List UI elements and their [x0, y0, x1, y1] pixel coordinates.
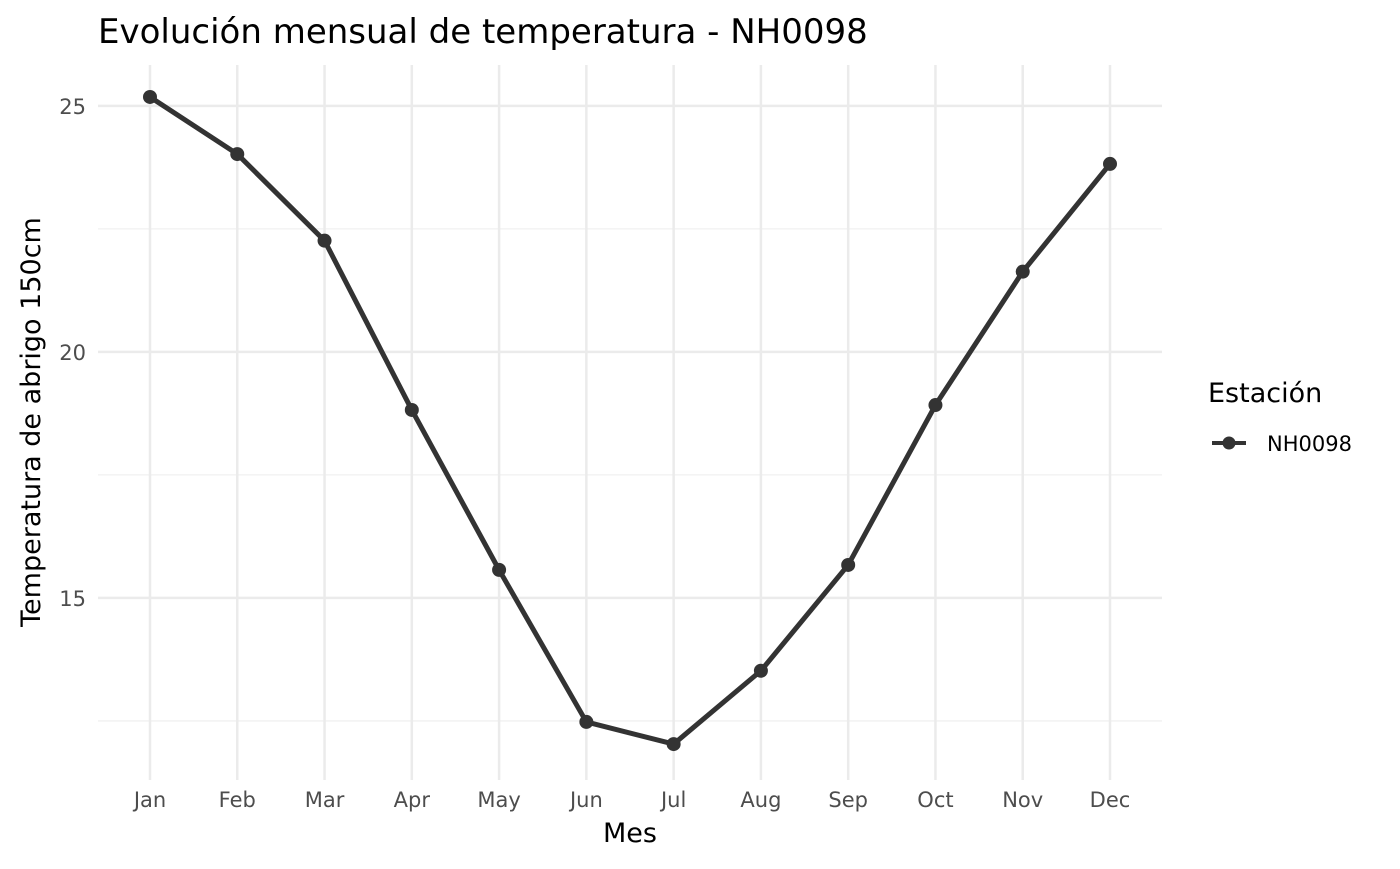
x-tick-label: Jul — [659, 788, 686, 812]
x-tick-label: Sep — [828, 788, 868, 812]
data-point — [666, 737, 681, 752]
x-tick-label: Jun — [568, 788, 603, 812]
y-axis-label: Temperatura de abrigo 150cm — [16, 217, 47, 628]
x-tick-label: Aug — [740, 788, 781, 812]
data-point — [143, 89, 157, 104]
legend: Estación NH0098 — [1208, 378, 1352, 456]
data-point — [928, 398, 943, 413]
data-point — [492, 562, 507, 577]
x-axis-label: Mes — [603, 818, 657, 849]
y-tick-label: 20 — [59, 341, 86, 365]
data-point — [317, 233, 332, 248]
y-tick-label: 25 — [59, 95, 86, 119]
chart-title: Evolución mensual de temperatura - NH009… — [98, 12, 868, 52]
series-line — [148, 94, 1112, 747]
y-tick-label: 15 — [59, 587, 86, 611]
x-tick-label: Oct — [917, 788, 953, 812]
x-tick-label: May — [477, 788, 520, 812]
legend-title: Estación — [1208, 378, 1322, 409]
data-point — [753, 663, 768, 678]
series — [143, 89, 1117, 752]
legend-label: NH0098 — [1267, 432, 1352, 456]
data-point — [1015, 264, 1030, 279]
data-point — [1103, 156, 1117, 171]
data-point — [579, 714, 594, 729]
data-point — [230, 147, 245, 162]
x-tick-label: Dec — [1090, 788, 1131, 812]
x-tick-label: Nov — [1002, 788, 1043, 812]
x-tick-label: Jan — [132, 788, 166, 812]
x-tick-label: Apr — [394, 788, 431, 812]
data-point — [404, 402, 419, 417]
x-tick-labels: Jan Feb Mar Apr May Jun Jul Aug Sep Oct Nov Dec — [132, 788, 1131, 812]
y-tick-labels: 15 20 25 — [59, 95, 86, 611]
legend-key-point — [1222, 436, 1236, 450]
x-tick-label: Feb — [219, 788, 256, 812]
data-point — [841, 557, 856, 572]
x-tick-label: Mar — [305, 788, 345, 812]
grid — [98, 65, 1162, 780]
